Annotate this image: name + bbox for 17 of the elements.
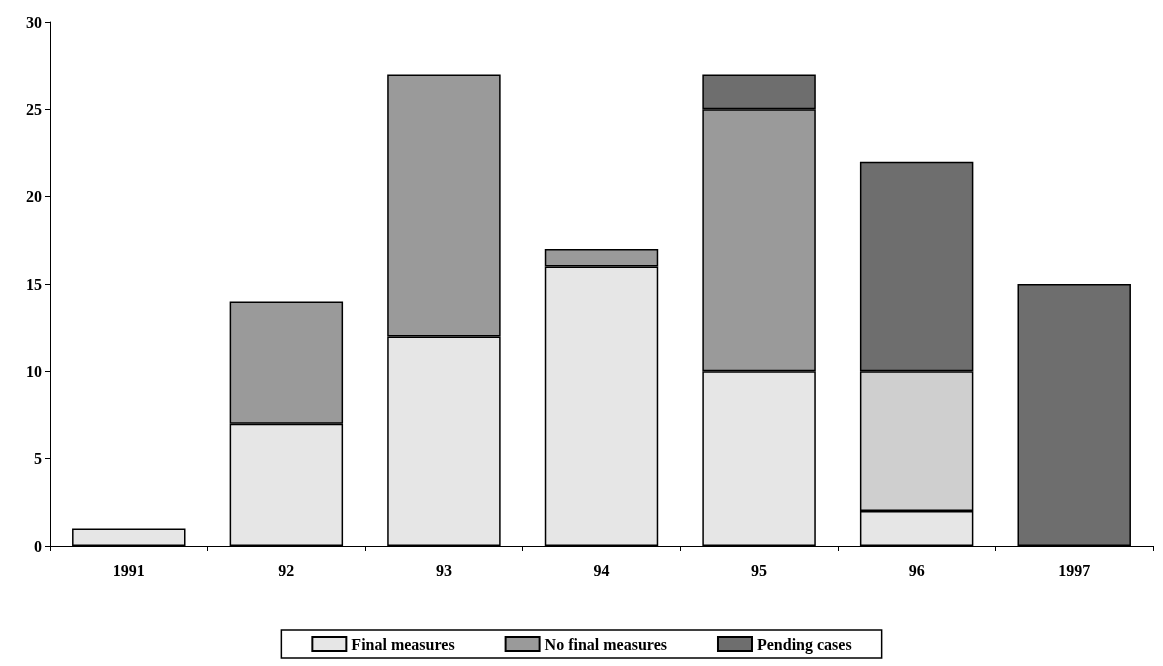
x-tick-label: 1991 — [112, 561, 145, 579]
x-tick-label: 93 — [435, 561, 452, 579]
x-tick-label: 94 — [593, 561, 610, 579]
y-tick-label: 0 — [34, 537, 42, 555]
legend-label: Pending cases — [756, 635, 852, 654]
y-tick-label: 10 — [26, 362, 42, 380]
y-tick-label: 20 — [26, 188, 42, 206]
legend-label: Final measures — [351, 635, 455, 653]
legend-label: No final measures — [544, 635, 667, 653]
x-tick-label: 92 — [278, 561, 295, 579]
y-tick-label: 30 — [26, 13, 42, 31]
x-tick-label: 96 — [908, 561, 925, 579]
y-tick-label: 25 — [26, 100, 42, 118]
y-tick-label: 15 — [26, 275, 42, 293]
x-tick-label: 95 — [751, 561, 768, 579]
y-tick-label: 5 — [34, 450, 42, 468]
x-tick-label: 1997 — [1058, 561, 1091, 579]
